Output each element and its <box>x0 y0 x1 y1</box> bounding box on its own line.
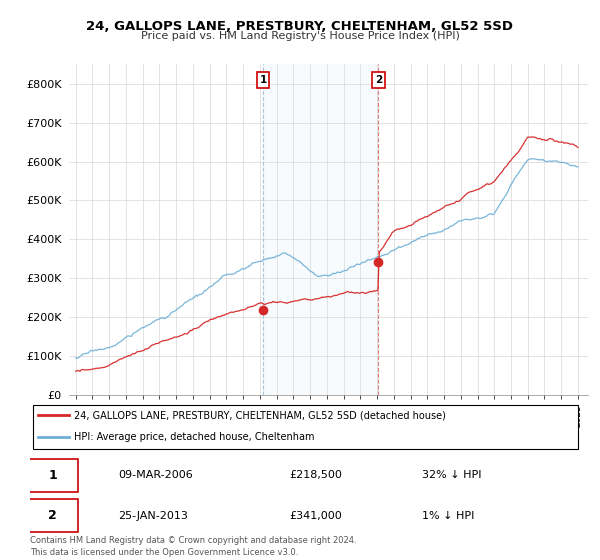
Text: £341,000: £341,000 <box>289 511 342 521</box>
Text: 2: 2 <box>48 509 57 522</box>
Text: 09-MAR-2006: 09-MAR-2006 <box>118 470 193 480</box>
Text: 32% ↓ HPI: 32% ↓ HPI <box>422 470 481 480</box>
Text: 2: 2 <box>375 75 382 85</box>
Text: Price paid vs. HM Land Registry's House Price Index (HPI): Price paid vs. HM Land Registry's House … <box>140 31 460 41</box>
Text: 1: 1 <box>259 75 266 85</box>
Text: 24, GALLOPS LANE, PRESTBURY, CHELTENHAM, GL52 5SD (detached house): 24, GALLOPS LANE, PRESTBURY, CHELTENHAM,… <box>74 410 446 420</box>
Text: HPI: Average price, detached house, Cheltenham: HPI: Average price, detached house, Chel… <box>74 432 314 442</box>
Text: 24, GALLOPS LANE, PRESTBURY, CHELTENHAM, GL52 5SD: 24, GALLOPS LANE, PRESTBURY, CHELTENHAM,… <box>86 20 514 32</box>
Text: Contains HM Land Registry data © Crown copyright and database right 2024.
This d: Contains HM Land Registry data © Crown c… <box>30 536 356 557</box>
Text: £218,500: £218,500 <box>289 470 343 480</box>
FancyBboxPatch shape <box>33 405 578 449</box>
FancyBboxPatch shape <box>27 459 78 492</box>
Text: 25-JAN-2013: 25-JAN-2013 <box>118 511 188 521</box>
Bar <box>263 64 379 395</box>
Text: 1: 1 <box>48 469 57 482</box>
Text: 1% ↓ HPI: 1% ↓ HPI <box>422 511 474 521</box>
FancyBboxPatch shape <box>27 499 78 533</box>
